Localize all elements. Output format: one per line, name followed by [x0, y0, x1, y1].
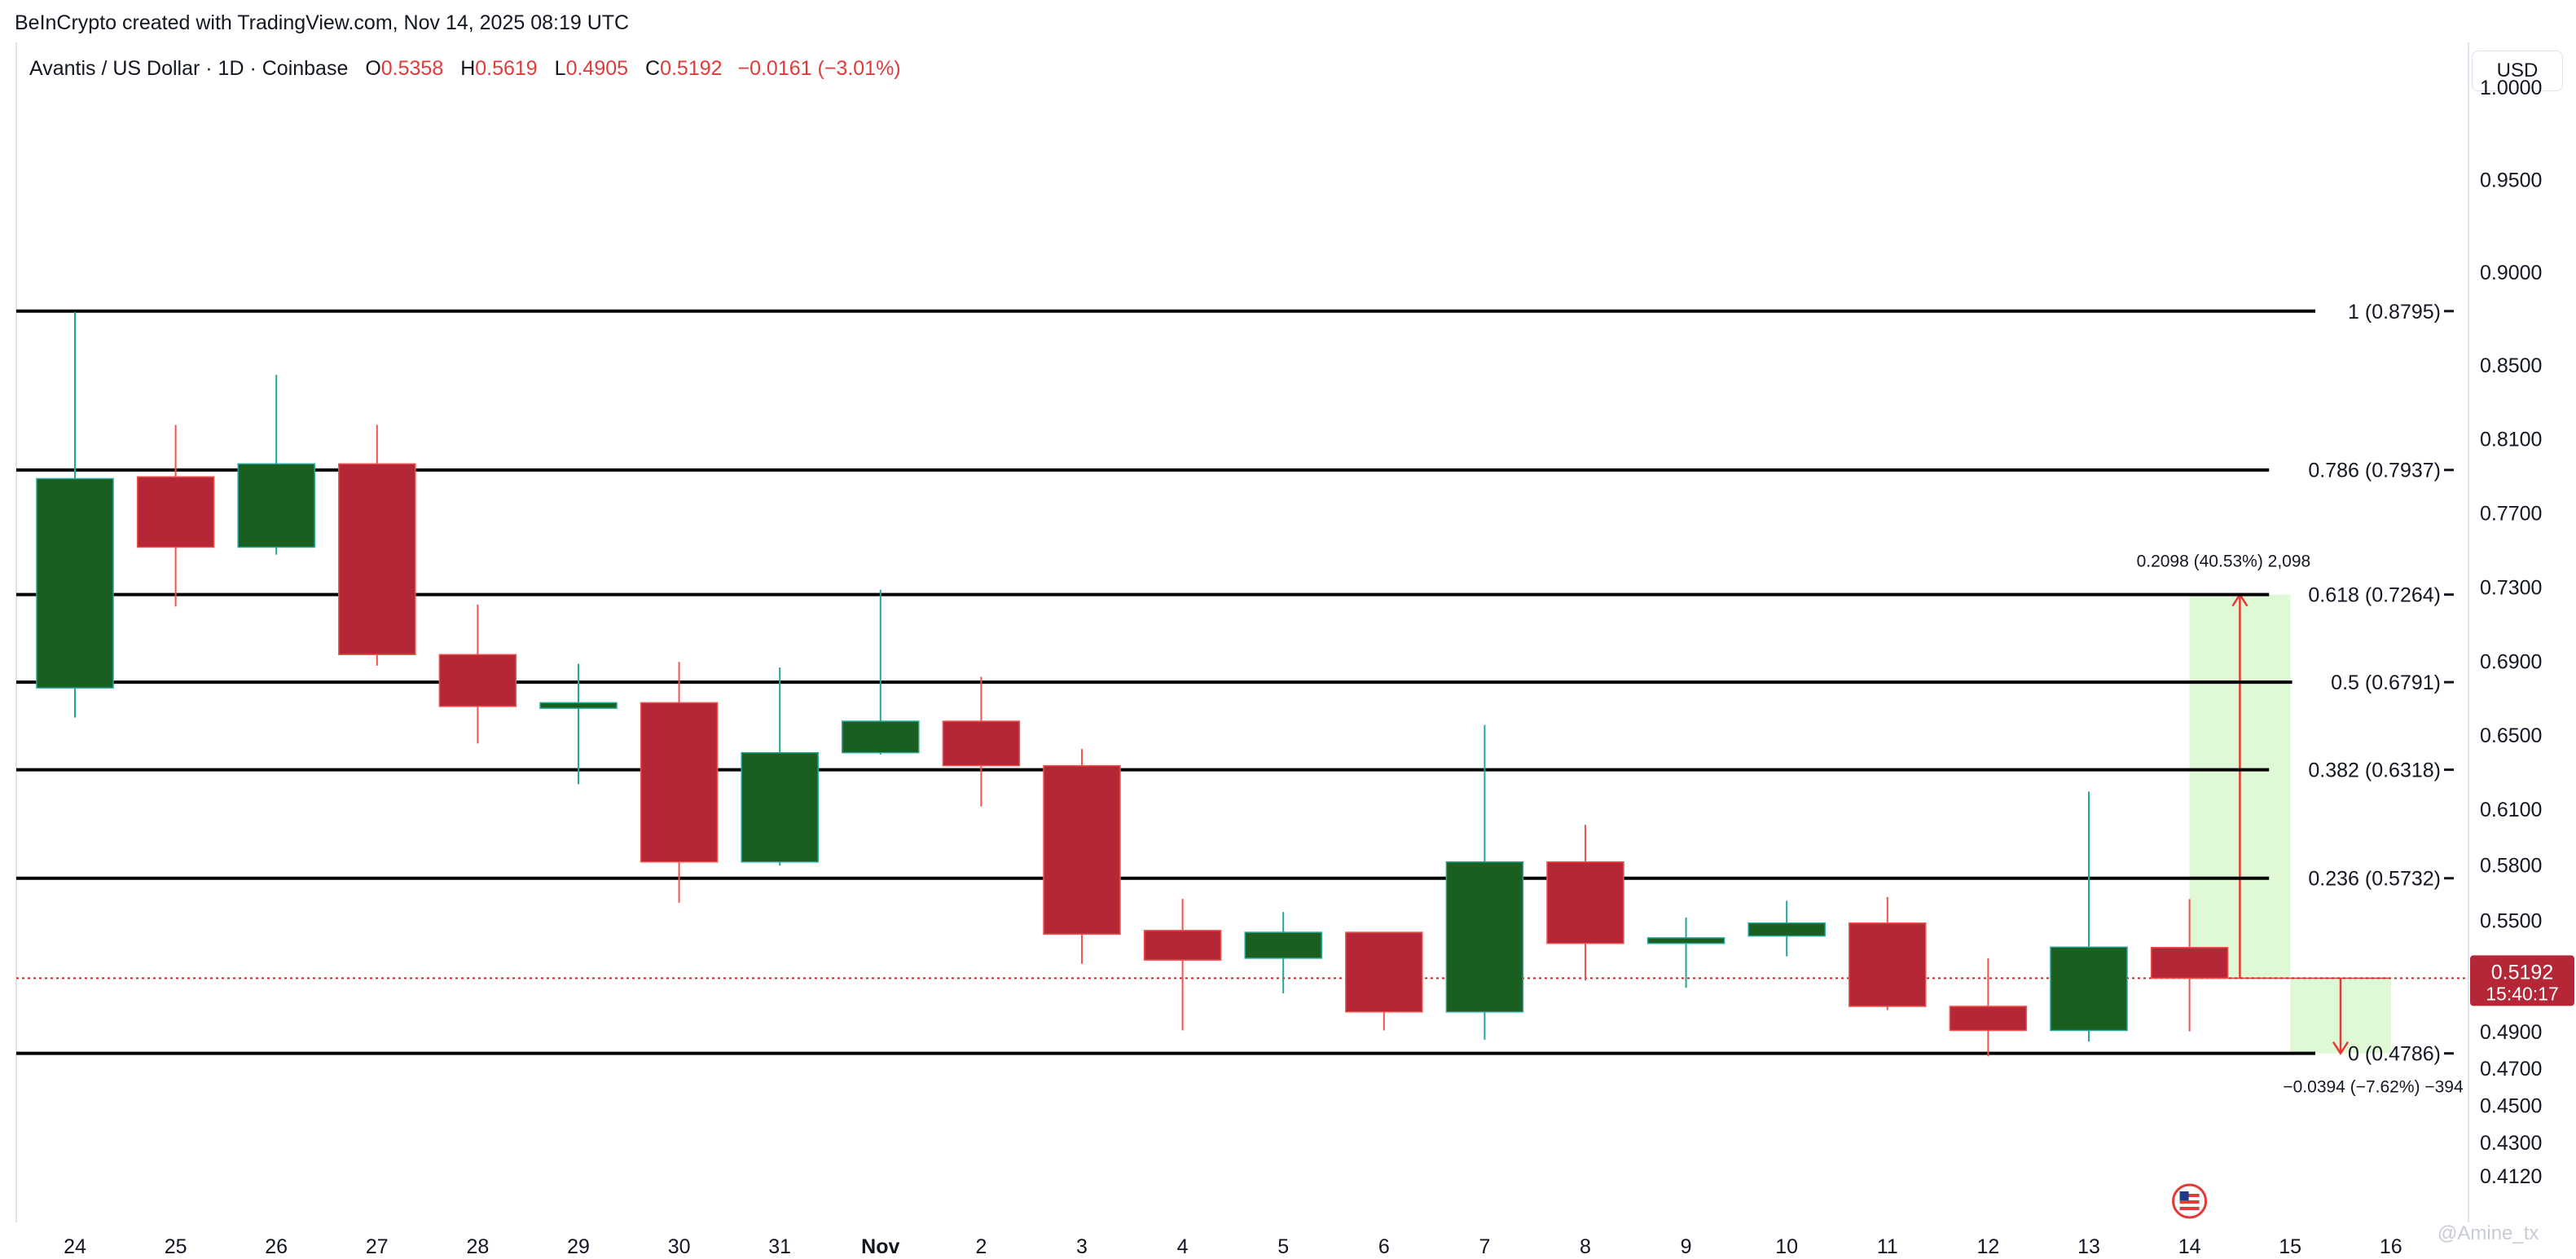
- symbol-name: Avantis / US Dollar · 1D · Coinbase: [29, 57, 349, 80]
- measure-label: −0.0394 (−7.62%) −394: [2283, 1078, 2464, 1097]
- x-tick-label: 2: [975, 1235, 987, 1258]
- y-tick-label: 0.5800: [2480, 854, 2542, 877]
- candle-body: [1546, 861, 1624, 944]
- candle-body: [1345, 931, 1423, 1013]
- close-value: 0.5192: [660, 57, 723, 80]
- us-flag-stripe: [2179, 1207, 2200, 1210]
- us-flag-stripe: [2179, 1194, 2200, 1197]
- y-tick-label: 0.4900: [2480, 1021, 2542, 1044]
- close-label: C: [645, 57, 661, 80]
- x-tick-label: 16: [2380, 1235, 2402, 1258]
- x-tick-label: 12: [1976, 1235, 1999, 1258]
- x-tick-label: 26: [265, 1235, 288, 1258]
- candle-body: [136, 476, 215, 548]
- high-value: 0.5619: [475, 57, 538, 80]
- fib-level-label: 1 (0.8795): [2348, 301, 2441, 324]
- candle-body: [1244, 931, 1322, 959]
- measure-label: 0.2098 (40.53%) 2,098: [2137, 552, 2311, 571]
- candle-body: [1143, 930, 1222, 961]
- fib-level-label: 0.786 (0.7937): [2308, 460, 2441, 482]
- x-tick-label: 9: [1681, 1235, 1692, 1258]
- low-value: 0.4905: [565, 57, 629, 80]
- candle-body: [237, 463, 315, 548]
- x-tick-label: 25: [165, 1235, 187, 1258]
- change-value: −0.0161 (−3.01%): [737, 57, 901, 80]
- price-countdown: 15:40:17: [2486, 983, 2559, 1004]
- author-watermark: @Amine_tx: [2438, 1222, 2539, 1244]
- candle-body: [1747, 922, 1826, 937]
- candle-body: [438, 654, 517, 707]
- x-tick-label: 10: [1775, 1235, 1798, 1258]
- candle-body: [942, 720, 1021, 767]
- x-tick-label: 30: [668, 1235, 691, 1258]
- y-tick-label: 0.4500: [2480, 1095, 2542, 1118]
- x-tick-label: 5: [1277, 1235, 1289, 1258]
- candle-body: [2050, 946, 2128, 1032]
- y-tick-label: 0.7300: [2480, 576, 2542, 599]
- x-tick-label: 14: [2178, 1235, 2201, 1258]
- x-tick-label: 29: [567, 1235, 590, 1258]
- candle-body: [539, 702, 618, 709]
- symbol-legend: Avantis / US Dollar · 1D · Coinbase O0.5…: [29, 57, 901, 81]
- candle-body: [1848, 922, 1927, 1007]
- fib-level-label: 0.5 (0.6791): [2331, 671, 2441, 694]
- y-tick-label: 0.5500: [2480, 909, 2542, 932]
- y-tick-label: 0.6500: [2480, 724, 2542, 747]
- x-tick-label: 3: [1076, 1235, 1088, 1258]
- x-tick-label: 31: [768, 1235, 791, 1258]
- x-tick-label: 28: [466, 1235, 489, 1258]
- open-label: O: [365, 57, 381, 80]
- y-tick-label: 0.9000: [2480, 262, 2542, 284]
- current-price-tag: [2470, 955, 2574, 1006]
- us-flag-canton: [2179, 1191, 2189, 1200]
- measure-arrowhead: [2332, 1041, 2350, 1055]
- us-flag-stripe: [2179, 1200, 2200, 1204]
- y-tick-label: 0.6900: [2480, 650, 2542, 673]
- candle-body: [2150, 946, 2229, 979]
- candle-body: [1949, 1006, 2028, 1032]
- candle-body: [1043, 764, 1121, 935]
- y-tick-label: 0.7700: [2480, 503, 2542, 526]
- fib-level-label: 0.618 (0.7264): [2308, 584, 2441, 607]
- y-tick-label: 0.9500: [2480, 169, 2542, 192]
- y-tick-label: 1.0000: [2480, 77, 2542, 99]
- x-tick-label: 27: [366, 1235, 389, 1258]
- candle-body: [1646, 937, 1725, 944]
- candle-body: [842, 720, 920, 754]
- fib-level-label: 0.236 (0.5732): [2308, 868, 2441, 891]
- x-tick-label: 7: [1479, 1235, 1490, 1258]
- x-tick-label: 8: [1580, 1235, 1591, 1258]
- x-tick-label: 4: [1177, 1235, 1189, 1258]
- fib-level-label: 0 (0.4786): [2348, 1043, 2441, 1066]
- currency-button[interactable]: USD: [2472, 51, 2563, 91]
- y-tick-label: 0.8100: [2480, 429, 2542, 451]
- candle-body: [1445, 861, 1524, 1013]
- y-tick-label: 0.4120: [2480, 1165, 2542, 1188]
- y-tick-label: 0.4300: [2480, 1132, 2542, 1155]
- y-tick-label: 0.4700: [2480, 1058, 2542, 1081]
- fib-level-label: 0.382 (0.6318): [2308, 759, 2441, 782]
- current-price-value: 0.5192: [2491, 961, 2553, 984]
- x-tick-label: 6: [1378, 1235, 1390, 1258]
- x-tick-label: 11: [1877, 1235, 1898, 1258]
- x-tick-label: 24: [64, 1235, 86, 1258]
- y-tick-label: 0.8500: [2480, 354, 2542, 377]
- x-tick-label: Nov: [861, 1235, 899, 1258]
- candle-body: [640, 702, 719, 863]
- high-label: H: [460, 57, 476, 80]
- x-tick-label: 15: [2279, 1235, 2301, 1258]
- chart-attribution: BeInCrypto created with TradingView.com,…: [15, 11, 630, 34]
- x-tick-label: 13: [2077, 1235, 2100, 1258]
- candle-body: [338, 463, 416, 656]
- open-value: 0.5358: [380, 57, 444, 80]
- y-tick-label: 0.6100: [2480, 799, 2542, 821]
- candle-body: [36, 478, 114, 689]
- candle-body: [741, 751, 819, 863]
- low-label: L: [554, 57, 566, 80]
